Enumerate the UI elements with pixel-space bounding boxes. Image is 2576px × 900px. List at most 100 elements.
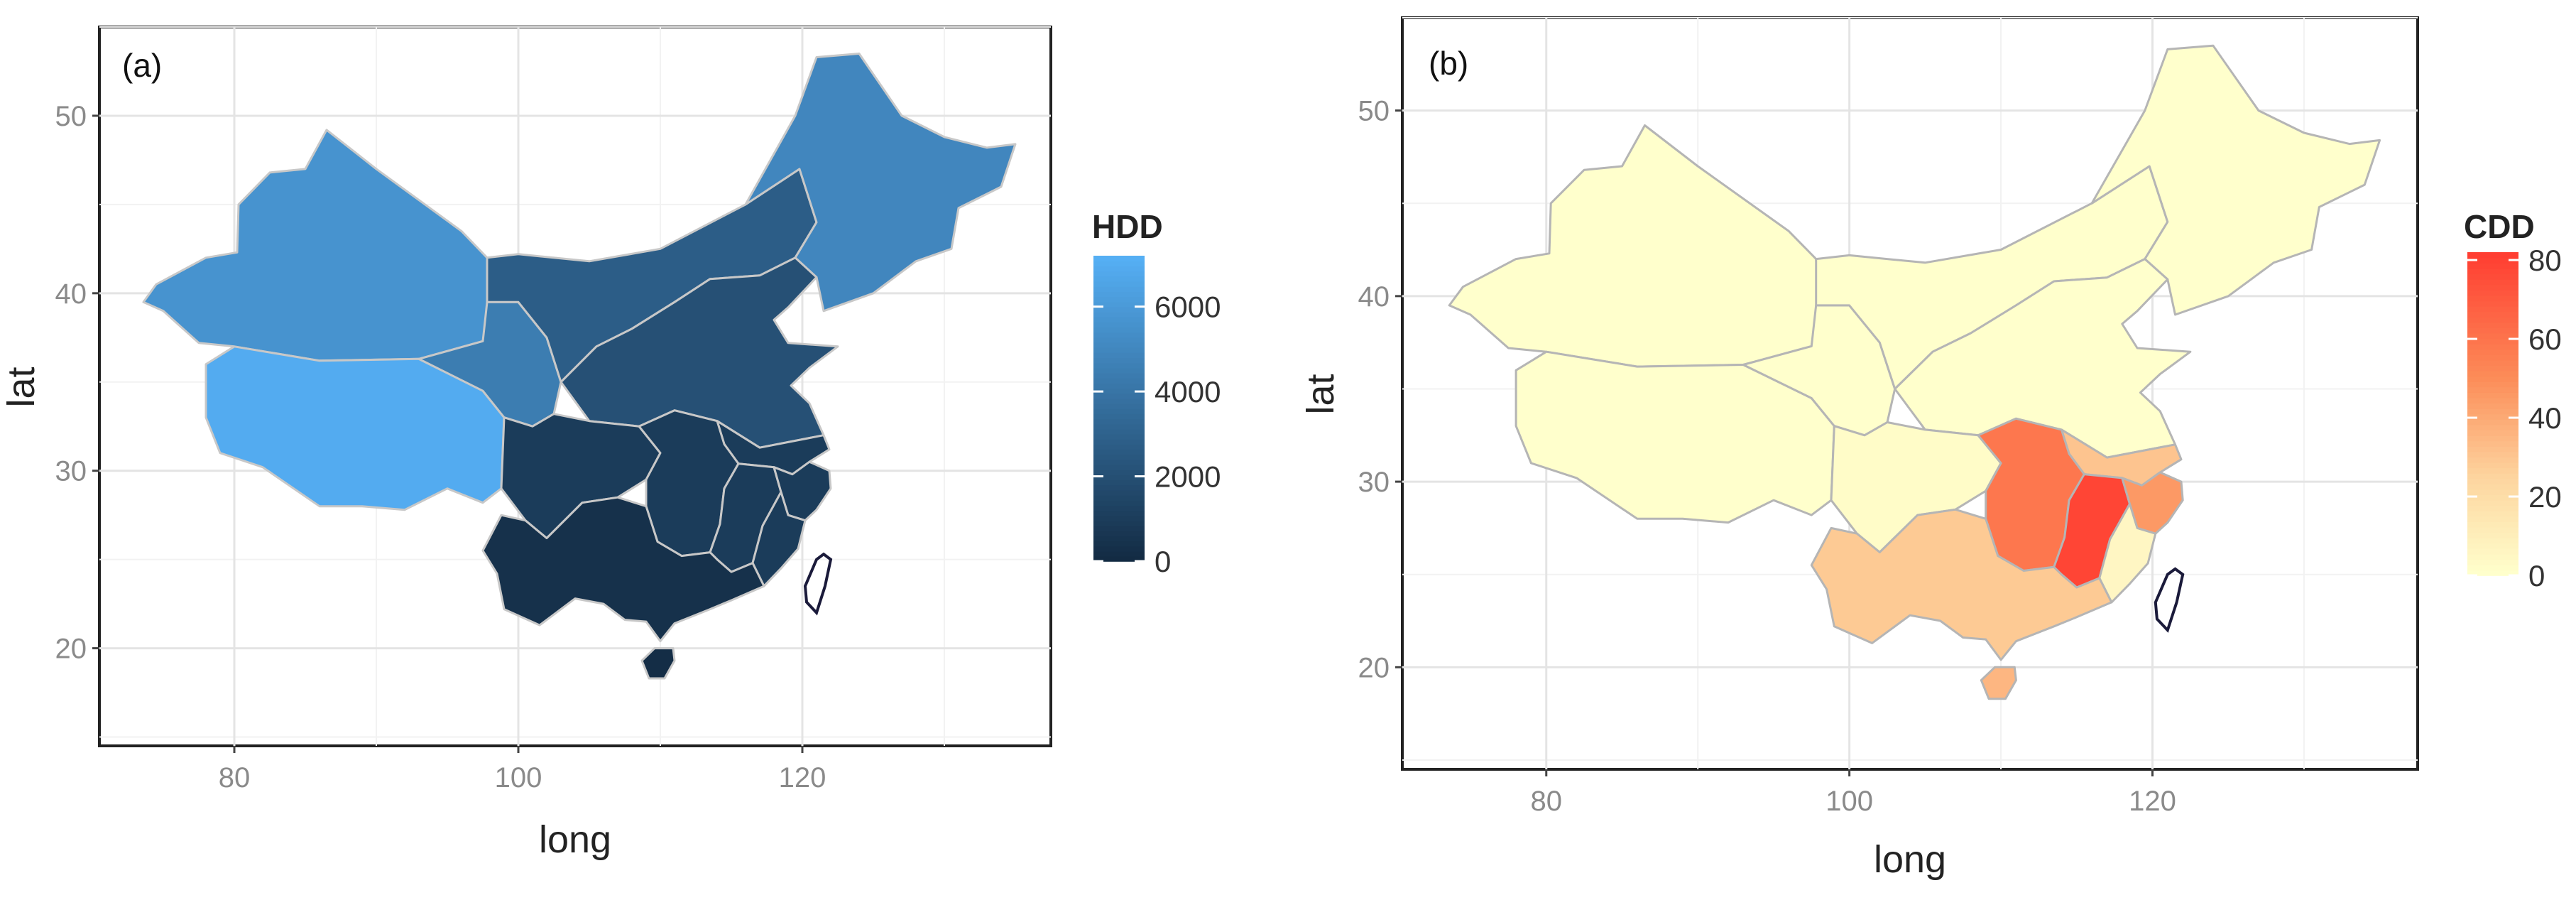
legend-swatch bbox=[2467, 284, 2518, 291]
legend-swatch bbox=[1093, 428, 1145, 435]
legend-swatch bbox=[2467, 505, 2518, 511]
legend-swatch bbox=[1093, 515, 1145, 521]
legend-swatch bbox=[1093, 301, 1145, 308]
legend-swatch bbox=[1093, 541, 1145, 547]
legend-swatch bbox=[2467, 511, 2518, 517]
legend-swatch bbox=[2467, 457, 2518, 463]
legend-swatch bbox=[1093, 327, 1145, 333]
y-tick-label: 30 bbox=[55, 456, 87, 487]
legend-swatch bbox=[2467, 424, 2518, 431]
legend-swatch bbox=[2467, 305, 2518, 313]
legend-tick-label: 0 bbox=[2528, 559, 2545, 592]
legend-swatch bbox=[2467, 263, 2518, 269]
legend-swatch bbox=[1093, 551, 1145, 557]
legend-swatch bbox=[2467, 467, 2518, 474]
legend-swatch bbox=[1093, 433, 1145, 440]
legend-swatch bbox=[2467, 322, 2518, 328]
legend-swatch bbox=[1093, 261, 1145, 267]
legend-swatch bbox=[2467, 451, 2518, 457]
legend-swatch bbox=[1093, 494, 1145, 501]
legend-swatch bbox=[1093, 531, 1145, 536]
y-axis-label: lat bbox=[0, 367, 43, 407]
legend-swatch bbox=[2467, 392, 2518, 399]
legend-tick-label: 60 bbox=[2528, 322, 2562, 356]
legend-swatch bbox=[1093, 520, 1145, 526]
legend-swatch bbox=[2467, 257, 2518, 264]
legend-swatch bbox=[2467, 521, 2518, 528]
legend-swatch bbox=[1093, 546, 1145, 552]
x-tick-label: 80 bbox=[1531, 786, 1563, 817]
legend-swatch bbox=[1093, 525, 1145, 531]
legend-swatch bbox=[1093, 311, 1145, 318]
legend-swatch bbox=[2467, 446, 2518, 452]
legend-swatch bbox=[2467, 489, 2518, 496]
legend-swatch bbox=[2467, 354, 2518, 361]
legend-swatch bbox=[1093, 357, 1145, 364]
legend-swatch bbox=[2467, 386, 2518, 393]
legend-swatch bbox=[2467, 472, 2518, 479]
legend-swatch bbox=[2467, 295, 2518, 302]
legend-swatch bbox=[2467, 376, 2518, 382]
legend-swatch bbox=[2467, 290, 2518, 296]
legend-swatch bbox=[1093, 372, 1145, 379]
legend-swatch bbox=[1093, 393, 1145, 399]
region-fujian bbox=[751, 491, 807, 587]
legend-swatch bbox=[1093, 403, 1145, 409]
legend-tick-label: 0 bbox=[1155, 545, 1171, 578]
legend-swatch bbox=[1093, 378, 1145, 384]
legend-tick-label: 6000 bbox=[1155, 291, 1221, 324]
y-tick-label: 20 bbox=[55, 634, 87, 665]
legend-swatch bbox=[2467, 435, 2518, 442]
map-panel-hdd: 80 100 120 20 30 40 50 (a) long lat HDD 0 2000… bbox=[0, 26, 1221, 861]
panel-label: (a) bbox=[122, 47, 162, 84]
legend-swatch bbox=[2467, 543, 2518, 549]
region-guangxi-guangdong bbox=[1810, 508, 2113, 661]
legend-swatch bbox=[2467, 397, 2518, 404]
legend-swatch bbox=[2467, 317, 2518, 323]
legend-swatch bbox=[2467, 252, 2518, 259]
legend-swatch bbox=[2467, 273, 2518, 280]
y-tick-label: 30 bbox=[1358, 467, 1390, 498]
region-hainan bbox=[640, 647, 676, 680]
x-axis-label: long bbox=[539, 818, 611, 861]
y-tick-label: 40 bbox=[1358, 281, 1390, 313]
y-tick-label: 20 bbox=[1358, 652, 1390, 683]
legend-swatch bbox=[1093, 470, 1145, 475]
province-regions bbox=[142, 53, 1017, 680]
legend-swatch bbox=[2467, 419, 2518, 425]
y-axis-ticks: 20 30 40 50 bbox=[1358, 96, 1402, 683]
x-tick-label: 120 bbox=[2129, 786, 2176, 817]
legend-swatch bbox=[1093, 418, 1145, 425]
legend-swatch bbox=[1093, 555, 1145, 562]
legend-swatch bbox=[1093, 317, 1145, 322]
legend-swatch bbox=[2467, 338, 2518, 345]
legend-swatch bbox=[1093, 332, 1145, 338]
legend-swatch bbox=[1093, 306, 1145, 313]
region-taiwan bbox=[803, 552, 833, 616]
legend-swatch bbox=[1093, 271, 1145, 277]
legend-swatch bbox=[2467, 564, 2518, 571]
legend: CDD 0 20 40 60 80 bbox=[2464, 208, 2562, 592]
legend-swatch bbox=[1093, 408, 1145, 414]
legend-swatch bbox=[1093, 286, 1145, 292]
region-fujian bbox=[2098, 502, 2157, 604]
legend-swatch bbox=[1093, 256, 1145, 261]
x-tick-label: 100 bbox=[1825, 786, 1873, 817]
legend-swatch bbox=[2467, 332, 2518, 340]
legend-swatch bbox=[1093, 367, 1145, 374]
province-regions bbox=[1448, 44, 2381, 700]
legend-swatch bbox=[1093, 439, 1145, 445]
y-axis-label: lat bbox=[1299, 374, 1342, 414]
legend-swatch bbox=[1093, 347, 1145, 353]
legend-swatch bbox=[1093, 362, 1145, 369]
legend-swatch bbox=[1093, 423, 1145, 430]
legend-swatch bbox=[1093, 383, 1145, 389]
legend-swatch bbox=[1093, 536, 1145, 542]
legend-tick-label: 40 bbox=[2528, 401, 2562, 435]
legend-swatch bbox=[2467, 499, 2518, 506]
legend-swatch bbox=[2467, 349, 2518, 355]
region-southwest-plateau bbox=[204, 345, 506, 511]
legend-swatch bbox=[1093, 479, 1145, 486]
legend: HDD 0 2000 4000 6000 bbox=[1092, 208, 1221, 578]
legend-swatch bbox=[2467, 327, 2518, 334]
